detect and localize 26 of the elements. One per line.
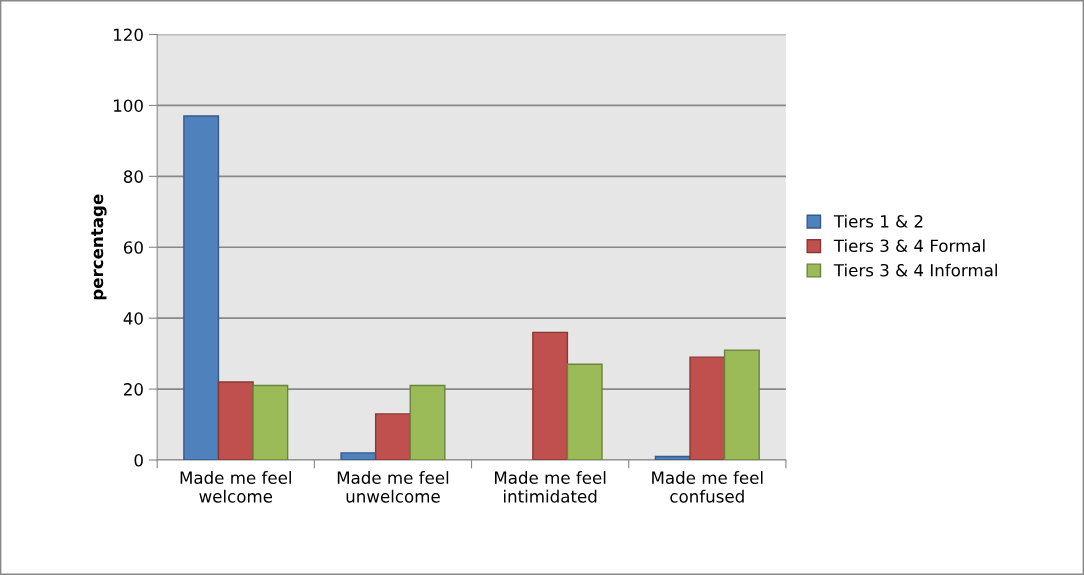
bar [532,331,569,460]
y-tick-label: 20 [124,383,143,396]
bar [374,413,411,460]
x-tick-label: Made me feel confused [652,471,763,503]
y-tick-label: 60 [123,241,143,254]
x-tick-label: Made me feel unwelcome [337,471,449,503]
bar [183,115,220,460]
legend-label: Tiers 3 & 4 Informal [833,263,997,277]
y-tick-label: 120 [114,28,143,42]
bar [409,384,446,460]
y-tick-label: 0 [134,453,143,467]
x-tick-label: Made me feel welcome [180,471,291,503]
bar [723,349,760,460]
y-tick-label: 80 [123,170,143,183]
bar [689,356,726,460]
y-tick-label: 40 [123,312,143,325]
y-tick-label: 100 [114,99,143,112]
bar [217,381,254,460]
bar [252,384,289,460]
bar [566,363,603,460]
x-tick-label: Made me feel intimidated [495,471,606,503]
y-axis-title: percentage [91,194,107,300]
bar [340,452,377,460]
legend-label: Tiers 3 & 4 Formal [833,239,985,253]
bar [654,455,691,460]
legend-label: Tiers 1 & 2 [833,214,923,228]
